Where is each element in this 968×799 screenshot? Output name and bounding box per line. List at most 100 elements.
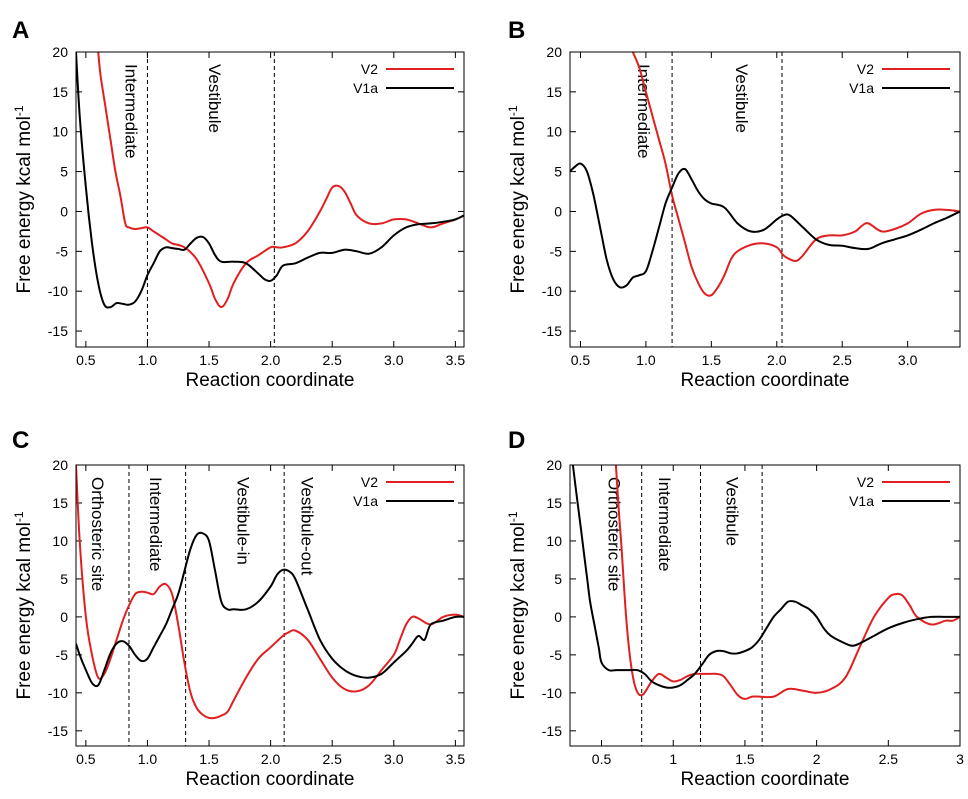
x-tick-label: 2: [813, 751, 821, 767]
legend-label: V1a: [849, 80, 874, 96]
region-label: Intermediate: [634, 64, 653, 159]
y-tick-label: 20: [546, 457, 562, 473]
legend-label: V2: [361, 474, 378, 490]
y-tick-label: 5: [60, 164, 68, 180]
y-axis-label: Free energy kcal mol-1: [506, 105, 529, 293]
x-axis-label: Reaction coordinate: [186, 769, 355, 790]
y-tick-label: -5: [550, 647, 563, 663]
y-tick-label: -10: [542, 283, 562, 299]
region-label: Vestibule: [205, 64, 224, 133]
y-tick-label: -10: [48, 685, 68, 701]
series-line-v1a: [571, 465, 960, 689]
panel-A: A 20 15 10 5 0 -5 -10 -15 0.5 1.0 1.5 2.0 2.5 3.0 3.5 Re…: [12, 17, 465, 391]
x-tick-label: 3.0: [384, 352, 404, 368]
y-tick-label: -15: [542, 323, 562, 339]
panel-label: A: [12, 17, 29, 44]
legend-label: V2: [857, 474, 874, 490]
x-tick-label: 2.0: [261, 352, 281, 368]
x-tick-label: 0.5: [76, 352, 96, 368]
region-label: Vestibule: [732, 64, 751, 133]
x-tick-label: 1.5: [199, 751, 219, 767]
x-tick-label: 2.0: [767, 352, 787, 368]
legend-label: V1a: [849, 493, 874, 509]
y-tick-label: 15: [52, 495, 68, 511]
plot-frame: [569, 464, 961, 747]
x-tick-label: 1.5: [702, 352, 722, 368]
x-tick-label: 3.5: [446, 751, 466, 767]
y-tick-label: 20: [546, 44, 562, 60]
panel-D: D 20 15 10 5 0 -5 -10 -15 0.5 1 1.5 2 2.5 3 Reaction co…: [506, 427, 964, 790]
x-tick-label: 2.0: [261, 751, 281, 767]
legend-label: V2: [857, 61, 874, 77]
legend-label: V1a: [353, 493, 378, 509]
region-label: Intermediate: [655, 477, 674, 572]
y-tick-label: 0: [554, 609, 562, 625]
series-line-v2: [76, 465, 464, 720]
y-tick-label: 15: [52, 84, 68, 100]
y-tick-label: -5: [550, 243, 563, 259]
y-tick-label: 5: [60, 571, 68, 587]
x-tick-label: 3: [956, 751, 964, 767]
region-label: Orthosteric site: [88, 477, 107, 591]
y-tick-label: -15: [542, 723, 562, 739]
x-tick-label: 3.0: [384, 751, 404, 767]
region-label: Intermediate: [146, 477, 165, 572]
series-line-v1a: [570, 162, 960, 289]
x-tick-label: 3.0: [898, 352, 918, 368]
y-tick-label: 10: [52, 533, 68, 549]
x-tick-label: 1: [669, 751, 677, 767]
plot-frame: [75, 464, 465, 747]
panel-label: C: [12, 427, 29, 454]
region-label: Vestibule: [722, 477, 741, 546]
x-axis-label: Reaction coordinate: [186, 370, 355, 391]
y-tick-label: -10: [542, 685, 562, 701]
y-tick-label: 0: [60, 609, 68, 625]
y-tick-label: 10: [52, 124, 68, 140]
y-tick-label: -15: [48, 323, 68, 339]
panel-label: B: [508, 17, 525, 44]
x-tick-label: 2.5: [322, 751, 342, 767]
panel-C: C 20 15 10 5 0 -5 -10 -15 0.5 1.0 1.5 2.0 2.5 3.0 3.5 Re…: [12, 427, 465, 790]
y-tick-label: 20: [52, 44, 68, 60]
series-line-v2: [614, 465, 960, 700]
x-tick-label: 1.0: [138, 751, 158, 767]
x-tick-label: 2.5: [322, 352, 342, 368]
series-line-v1a: [76, 531, 464, 688]
x-tick-label: 2.5: [832, 352, 852, 368]
y-tick-label: 5: [554, 571, 562, 587]
x-tick-label: 1.5: [735, 751, 755, 767]
y-tick-label: 15: [546, 84, 562, 100]
region-label: Vestibule-in: [233, 477, 252, 565]
y-tick-label: 15: [546, 495, 562, 511]
y-tick-label: 0: [60, 203, 68, 219]
y-tick-label: -15: [48, 723, 68, 739]
legend-label: V2: [361, 61, 378, 77]
panel-B: B 20 15 10 5 0 -5 -10 -15 0.5 1.0 1.5 2.0 2.5 3.0 React…: [506, 17, 961, 391]
y-tick-label: -5: [56, 243, 69, 259]
x-tick-label: 0.5: [592, 751, 612, 767]
y-axis-label: Free energy kcal mol-1: [12, 511, 35, 699]
x-tick-label: 1.0: [138, 352, 158, 368]
x-tick-label: 3.5: [446, 352, 466, 368]
y-tick-label: -5: [56, 647, 69, 663]
y-tick-label: 10: [546, 124, 562, 140]
x-axis-label: Reaction coordinate: [681, 769, 850, 790]
region-label: Intermediate: [121, 64, 140, 159]
region-label: Vestibule-out: [297, 477, 316, 576]
series-line-v2: [631, 52, 960, 297]
plot-frame: [75, 51, 465, 348]
legend-label: V1a: [353, 80, 378, 96]
plot-frame: [569, 51, 961, 348]
panel-label: D: [508, 427, 525, 454]
y-axis-label: Free energy kcal mol-1: [506, 511, 529, 699]
x-tick-label: 0.5: [76, 751, 96, 767]
x-tick-label: 1.5: [199, 352, 219, 368]
y-axis-label: Free energy kcal mol-1: [12, 105, 35, 293]
x-tick-label: 2.5: [879, 751, 899, 767]
series-line-v1a: [76, 52, 464, 309]
x-tick-label: 0.5: [571, 352, 591, 368]
y-tick-label: -10: [48, 283, 68, 299]
y-tick-label: 10: [546, 533, 562, 549]
y-tick-label: 0: [554, 203, 562, 219]
